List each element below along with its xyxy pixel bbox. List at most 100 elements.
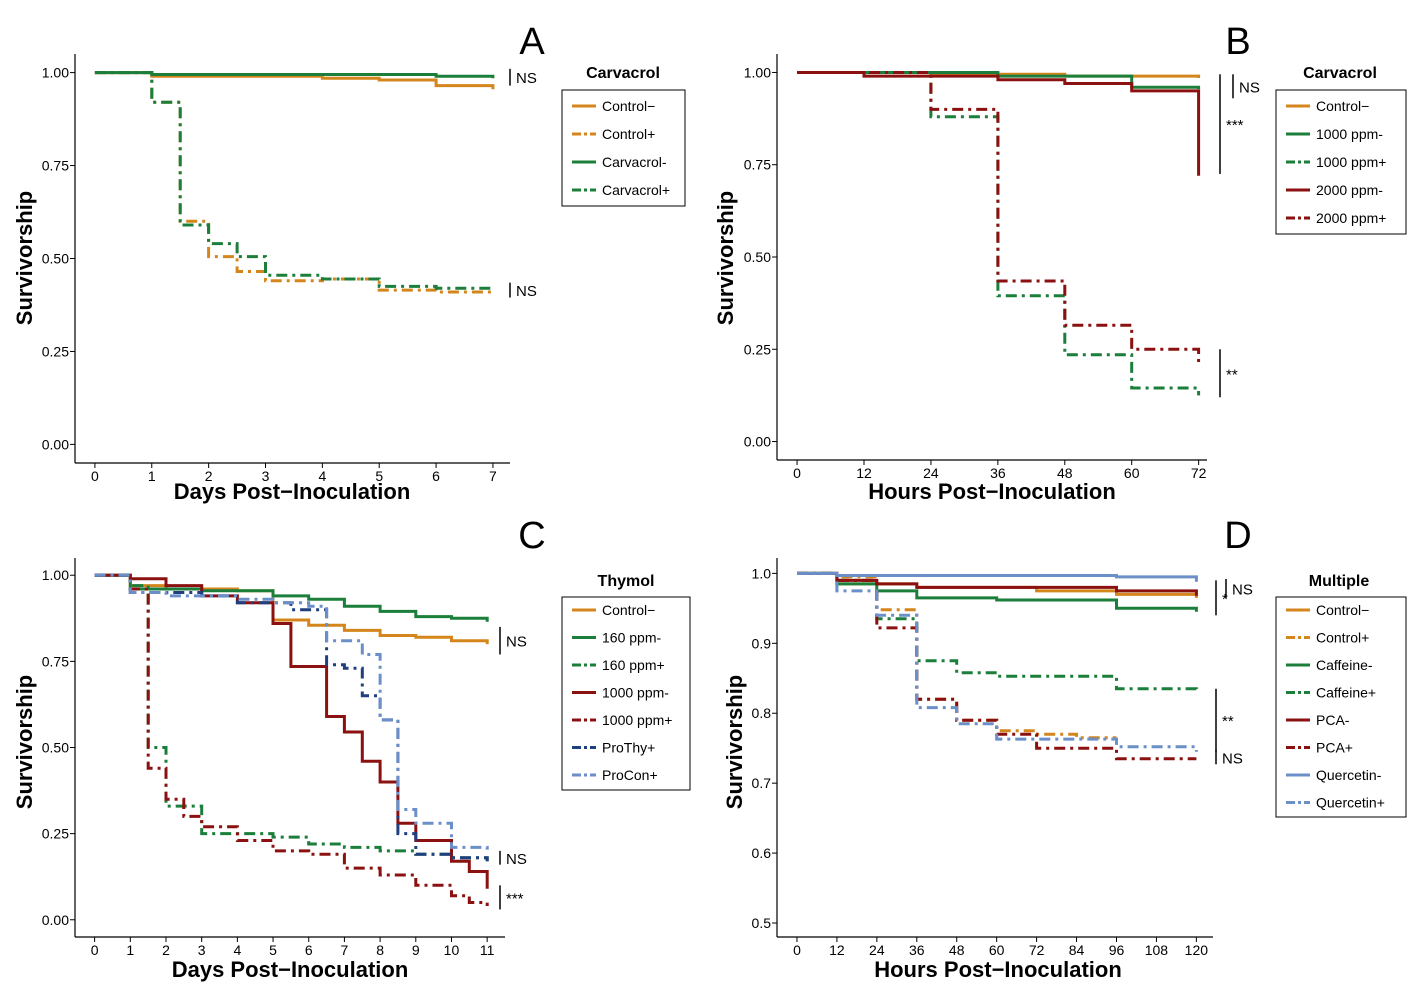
- y-tick-label: 0.50: [42, 251, 69, 267]
- legend-items: Control− 1000 ppm- 1000 ppm+ 2000 ppm- 2000 …: [1286, 98, 1386, 226]
- legend-box: [1275, 89, 1407, 235]
- plot-area: 0 1 2 3 4 5 6 7 0.00 0.25 0.50 0.75 1.00: [42, 54, 510, 484]
- x-tick-label: 2: [162, 942, 170, 958]
- x-tick-label: 4: [233, 942, 241, 958]
- legend-label: 2000 ppm+: [1316, 210, 1386, 226]
- significance-label: *: [1222, 591, 1228, 608]
- significance-annotations: NS NS ***: [499, 626, 527, 910]
- x-tick-label: 0: [793, 942, 801, 958]
- series-line: [94, 573, 489, 862]
- legend-label: 160 ppm-: [602, 630, 661, 646]
- x-tick-label: 4: [318, 468, 326, 484]
- legend-label: Control−: [602, 602, 655, 618]
- x-tick-label: 48: [1057, 465, 1073, 481]
- x-tick-label: 12: [829, 942, 845, 958]
- x-axis-title: Days Post−Inoculation: [172, 957, 409, 982]
- legend-label: 2000 ppm-: [1316, 182, 1383, 198]
- y-tick-label: 0.25: [744, 341, 771, 357]
- significance-label: **: [1222, 713, 1234, 730]
- legend: Carvacrol Control− 1000 ppm- 1000 ppm+ 2000…: [1275, 65, 1407, 235]
- legend-box: [561, 89, 686, 207]
- legend-label: ProThy+: [602, 740, 655, 756]
- significance-label: NS: [516, 70, 537, 87]
- panel-letter: D: [1224, 515, 1251, 557]
- panel-b: B 0 12 24 36 48 60 72 0.00 0.25 0.50 0.75 1.00 Hour…: [713, 21, 1407, 504]
- legend-box: [1275, 596, 1407, 818]
- significance-annotations: NS NS: [509, 68, 537, 300]
- y-tick-label: 0.9: [752, 635, 772, 651]
- series-line: [94, 573, 489, 851]
- x-tick-label: 5: [269, 942, 277, 958]
- y-tick-label: 1.00: [42, 65, 69, 81]
- panel-a: A 0 1 2 3 4 5 6 7 0.00 0.25 0.50 0.75 1.00 Days Post…: [12, 21, 686, 504]
- x-tick-label: 11: [480, 942, 495, 958]
- series-line: [797, 571, 1198, 752]
- x-tick-label: 120: [1185, 942, 1209, 958]
- legend-label: Caffeine+: [1316, 685, 1376, 701]
- legend-label: PCA-: [1316, 712, 1350, 728]
- series-line: [94, 71, 495, 294]
- y-tick-label: 0.8: [752, 705, 772, 721]
- x-tick-label: 60: [989, 942, 1005, 958]
- x-axis-title: Days Post−Inoculation: [174, 479, 411, 504]
- legend-title: Carvacrol: [1303, 65, 1377, 82]
- legend-label: Control+: [602, 126, 655, 142]
- y-tick-label: 0.75: [744, 157, 771, 173]
- plot-area: 0 1 2 3 4 5 6 7 8 9 10 11 0.00 0.25 0.50 0.75 1.00: [42, 558, 505, 958]
- panel-letter: A: [519, 21, 545, 63]
- x-tick-label: 7: [489, 468, 497, 484]
- legend-label: PCA+: [1316, 740, 1353, 756]
- x-tick-label: 10: [444, 942, 460, 958]
- x-tick-label: 5: [375, 468, 383, 484]
- legend-items: Control− Control+ Carvacrol- Carvacrol+: [572, 98, 670, 198]
- legend-items: Control− Control+ Caffeine- Caffeine+ PCA- PC…: [1286, 602, 1385, 811]
- x-tick-label: 72: [1191, 465, 1207, 481]
- x-tick-label: 7: [341, 942, 349, 958]
- series-line: [94, 573, 489, 862]
- significance-label: NS: [1239, 79, 1260, 96]
- y-tick-label: 1.00: [42, 567, 69, 583]
- legend-label: Quercetin-: [1316, 767, 1382, 783]
- significance-label: ***: [506, 890, 524, 907]
- series-line: [94, 573, 489, 889]
- x-tick-label: 0: [793, 465, 801, 481]
- y-axis-title: Survivorship: [722, 675, 747, 809]
- x-tick-label: 24: [923, 465, 939, 481]
- legend-label: 1000 ppm-: [602, 685, 669, 701]
- y-tick-label: 0.00: [42, 912, 69, 928]
- series-line: [797, 71, 1201, 90]
- significance-label: **: [1226, 366, 1238, 383]
- y-axis-title: Survivorship: [12, 191, 37, 325]
- x-tick-label: 36: [990, 465, 1006, 481]
- legend: Thymol Control− 160 ppm- 160 ppm+ 1000 ppm-…: [561, 573, 691, 791]
- panel-letter: C: [518, 515, 545, 557]
- legend-label: 1000 ppm-: [1316, 126, 1383, 142]
- significance-label: NS: [1222, 750, 1243, 767]
- legend: Carvacrol Control− Control+ Carvacrol- Carv…: [561, 65, 686, 207]
- series-line: [797, 571, 1198, 693]
- legend-label: 1000 ppm+: [602, 712, 672, 728]
- significance-label: NS: [506, 851, 527, 868]
- x-tick-label: 96: [1109, 942, 1125, 958]
- x-tick-label: 72: [1029, 942, 1045, 958]
- x-tick-label: 84: [1069, 942, 1085, 958]
- series-line: [797, 71, 1201, 176]
- y-tick-label: 0.5: [752, 915, 772, 931]
- y-tick-label: 0.25: [42, 826, 69, 842]
- legend-label: Carvacrol-: [602, 154, 667, 170]
- series-line: [94, 71, 495, 291]
- x-tick-label: 3: [198, 942, 206, 958]
- x-tick-label: 12: [856, 465, 872, 481]
- series-line: [94, 573, 489, 622]
- x-tick-label: 36: [909, 942, 925, 958]
- legend-label: Control−: [1316, 602, 1369, 618]
- panel-d: D 0 12 24 36 48 60 72 84 96 108 120 0.5 0.6 0.7 0.8 0.9…: [722, 515, 1407, 982]
- y-tick-label: 1.00: [744, 64, 771, 80]
- x-tick-label: 9: [412, 942, 420, 958]
- y-axis-title: Survivorship: [713, 191, 738, 325]
- plot-area: 0 12 24 36 48 60 72 84 96 108 120 0.5 0.6 0.7 0.8 0.9 1.…: [752, 558, 1213, 958]
- significance-annotations: NS*****: [1219, 74, 1260, 398]
- legend-label: 160 ppm+: [602, 657, 665, 673]
- y-tick-label: 0.50: [42, 740, 69, 756]
- x-tick-label: 108: [1145, 942, 1169, 958]
